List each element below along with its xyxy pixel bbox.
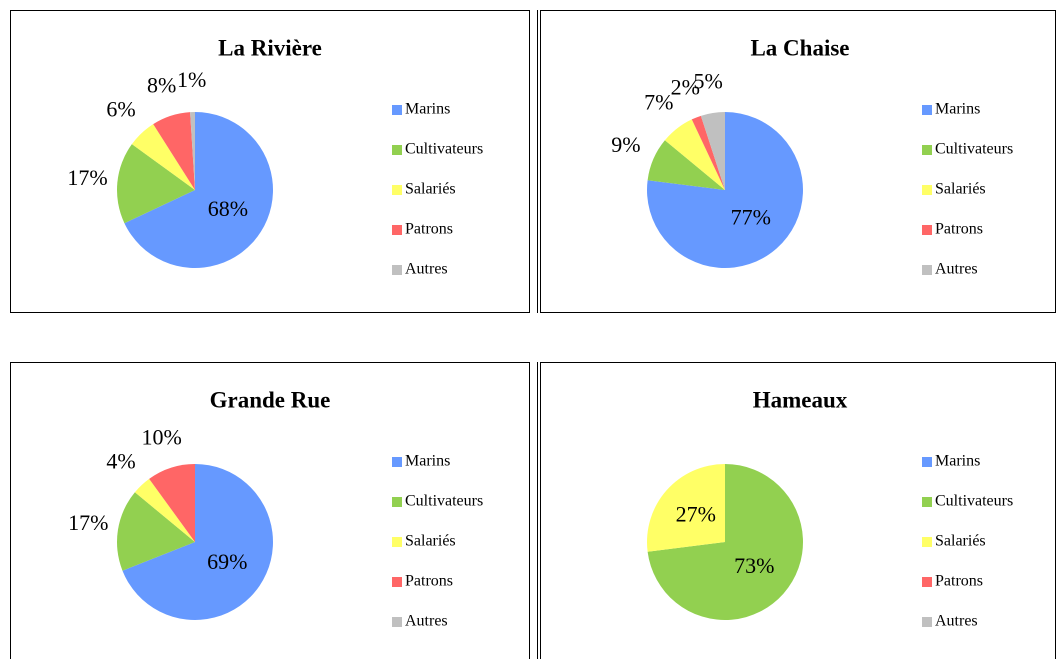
- legend-label: Patrons: [935, 573, 983, 590]
- legend-swatch: [392, 457, 402, 467]
- legend-label: Patrons: [935, 221, 983, 238]
- legend-label: Salariés: [935, 533, 986, 550]
- legend-label: Patrons: [405, 573, 453, 590]
- chart-title: Grande Rue: [210, 387, 331, 412]
- data-label: 17%: [67, 165, 107, 190]
- legend-swatch: [392, 577, 402, 587]
- legend-label: Salariés: [935, 181, 986, 198]
- pie-slice: [124, 112, 273, 268]
- panel: [10, 362, 530, 659]
- legend-label: Cultivateurs: [935, 493, 1013, 510]
- data-label: 69%: [207, 549, 247, 574]
- pie-slice: [691, 115, 725, 190]
- pie-slice: [153, 112, 195, 190]
- legend-swatch: [922, 457, 932, 467]
- legend-swatch: [392, 537, 402, 547]
- pie-slice: [190, 112, 195, 190]
- legend-swatch: [922, 105, 932, 115]
- legend-label: Salariés: [405, 533, 456, 550]
- data-label: 2%: [671, 75, 700, 100]
- data-label: 73%: [734, 553, 774, 578]
- data-label: 17%: [68, 510, 108, 535]
- legend-swatch: [392, 145, 402, 155]
- legend-label: Autres: [405, 613, 448, 630]
- pie-slice: [134, 478, 195, 542]
- data-label: 5%: [693, 68, 722, 93]
- legend-label: Cultivateurs: [935, 141, 1013, 158]
- pie-slice: [117, 144, 195, 224]
- chart-title: La Chaise: [750, 35, 849, 60]
- data-label: 27%: [676, 501, 716, 526]
- legend-swatch: [922, 145, 932, 155]
- data-label: 7%: [644, 90, 673, 115]
- legend-label: Autres: [935, 613, 978, 630]
- pie-slice: [647, 464, 803, 620]
- legend-swatch: [922, 617, 932, 627]
- legend-swatch: [922, 185, 932, 195]
- legend-label: Marins: [935, 453, 980, 470]
- pie-slice: [664, 119, 725, 190]
- data-label: 68%: [208, 196, 248, 221]
- legend-swatch: [922, 225, 932, 235]
- legend-label: Salariés: [405, 181, 456, 198]
- chart-title: La Rivière: [218, 35, 322, 60]
- legend-label: Autres: [935, 261, 978, 278]
- legend-swatch: [392, 225, 402, 235]
- data-label: 10%: [141, 424, 181, 449]
- legend-label: Marins: [935, 101, 980, 118]
- legend-swatch: [392, 105, 402, 115]
- legend-label: Marins: [405, 453, 450, 470]
- legend-swatch: [922, 265, 932, 275]
- panel: [10, 10, 530, 313]
- pie-slice: [646, 464, 725, 552]
- legend-swatch: [922, 537, 932, 547]
- data-label: 6%: [106, 96, 135, 121]
- legend-swatch: [922, 577, 932, 587]
- pie-slice: [700, 112, 725, 190]
- legend-swatch: [392, 265, 402, 275]
- data-label: 77%: [731, 204, 771, 229]
- pie-slice: [122, 464, 273, 620]
- panel: [540, 362, 1056, 659]
- legend-label: Autres: [405, 261, 448, 278]
- legend-label: Cultivateurs: [405, 493, 483, 510]
- legend-label: Patrons: [405, 221, 453, 238]
- data-label: 4%: [106, 448, 135, 473]
- panel: [540, 10, 1056, 313]
- pie-slice: [647, 140, 725, 190]
- pie-slice: [131, 124, 195, 190]
- legend-swatch: [392, 185, 402, 195]
- legend-swatch: [922, 497, 932, 507]
- pie-slice: [116, 492, 195, 571]
- legend-swatch: [392, 617, 402, 627]
- data-label: 8%: [147, 72, 176, 97]
- data-label: 1%: [177, 67, 206, 92]
- legend-label: Marins: [405, 101, 450, 118]
- chart-title: Hameaux: [753, 387, 848, 412]
- pie-slice: [149, 464, 195, 542]
- legend-swatch: [392, 497, 402, 507]
- legend-label: Cultivateurs: [405, 141, 483, 158]
- data-label: 9%: [611, 132, 640, 157]
